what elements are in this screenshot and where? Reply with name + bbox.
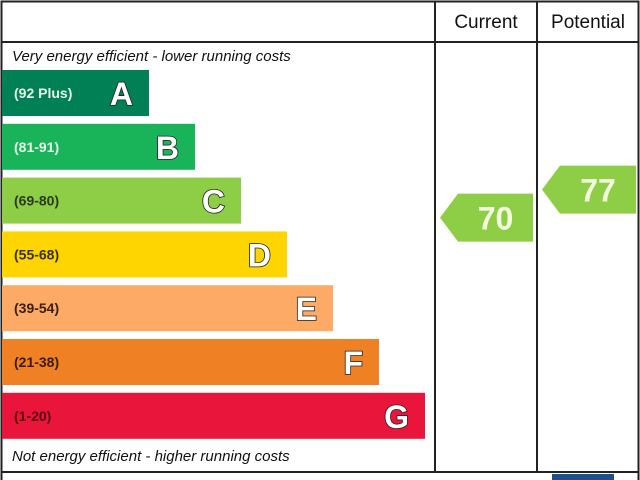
- potential-header: Potential: [551, 12, 625, 33]
- band-c: (69-80) C: [2, 177, 241, 224]
- band-g: (1-20) G: [2, 392, 425, 439]
- band-range-label: (39-54): [14, 300, 59, 316]
- band-d: (55-68) D: [2, 231, 287, 278]
- current-arrow-shape: [440, 193, 533, 242]
- potential-arrow-shape: [542, 165, 636, 214]
- current-rating-arrow: 70: [440, 193, 533, 242]
- band-e: (39-54) E: [2, 285, 333, 332]
- potential-rating-value: 77: [580, 173, 616, 209]
- band-range-label: (1-20): [14, 408, 51, 424]
- eu-flag-partial: [552, 474, 614, 480]
- band-letter: B: [156, 130, 179, 166]
- band-letter: C: [202, 184, 225, 220]
- potential-rating-arrow: 77: [542, 165, 636, 214]
- band-bar: [2, 231, 287, 278]
- bottom-note: Not energy efficient - higher running co…: [12, 448, 290, 465]
- band-letter: G: [384, 399, 409, 435]
- band-b: (81-91) B: [2, 123, 195, 170]
- band-bar: [2, 285, 333, 332]
- band-letter: A: [110, 76, 133, 112]
- band-bar: [2, 123, 195, 170]
- band-bar: [2, 177, 241, 224]
- band-letter: D: [248, 237, 271, 273]
- band-letter: E: [296, 291, 317, 327]
- band-bar: [2, 339, 379, 385]
- band-range-label: (55-68): [14, 246, 59, 262]
- band-a: (92 Plus) A: [2, 70, 149, 116]
- band-f: (21-38) F: [2, 339, 379, 385]
- current-rating-value: 70: [478, 201, 514, 237]
- current-header: Current: [454, 12, 518, 33]
- top-note: Very energy efficient - lower running co…: [12, 48, 291, 65]
- band-bar: [2, 392, 425, 439]
- band-range-label: (92 Plus): [14, 85, 72, 101]
- band-range-label: (21-38): [14, 354, 59, 370]
- band-bar: [2, 70, 149, 116]
- band-range-label: (69-80): [14, 193, 59, 209]
- band-letter: F: [343, 345, 363, 381]
- band-range-label: (81-91): [14, 139, 59, 155]
